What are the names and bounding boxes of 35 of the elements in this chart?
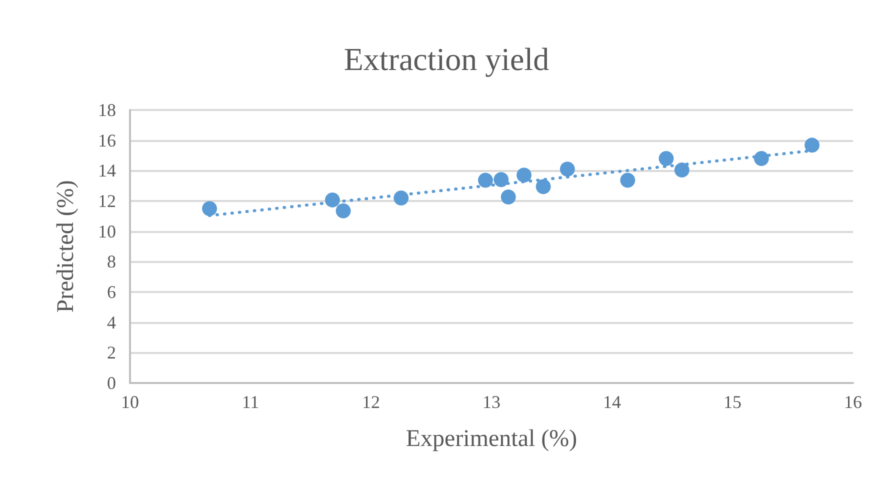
point [324,192,340,208]
x-tick-label: 10 [121,392,139,412]
y-tick-label: 2 [107,342,116,363]
y-tick-label: 14 [98,160,116,181]
point [516,168,532,183]
y-tick-label: 12 [98,191,116,211]
point [536,179,551,194]
x-tick-label: 16 [844,392,862,412]
x-tick-label: 15 [724,392,742,412]
x-tick-label: 11 [242,392,260,412]
point [754,151,769,166]
point [336,203,351,218]
x-tick-label: 14 [603,392,621,412]
y-tick-label: 0 [107,373,116,393]
point [620,172,636,188]
y-tick-label: 10 [98,221,116,242]
point [494,172,509,188]
y-tick-label: 6 [107,282,116,302]
point [500,190,516,205]
y-tick-label: 4 [107,312,116,332]
y-tick-label: 16 [98,130,116,150]
y-axis-title: Predicted (%) [53,180,79,313]
point [478,172,493,188]
y-tick-label: 18 [98,100,116,120]
y-tick-label: 8 [107,252,116,272]
point [658,151,674,166]
point [674,162,690,178]
x-tick-label: 12 [362,392,380,412]
point [560,162,575,177]
point [394,190,409,206]
x-axis-title: Experimental (%) [406,426,578,452]
point [202,201,218,216]
point [804,138,820,153]
chart-title: Extraction yield [344,41,550,77]
x-tick-label: 13 [482,392,500,412]
